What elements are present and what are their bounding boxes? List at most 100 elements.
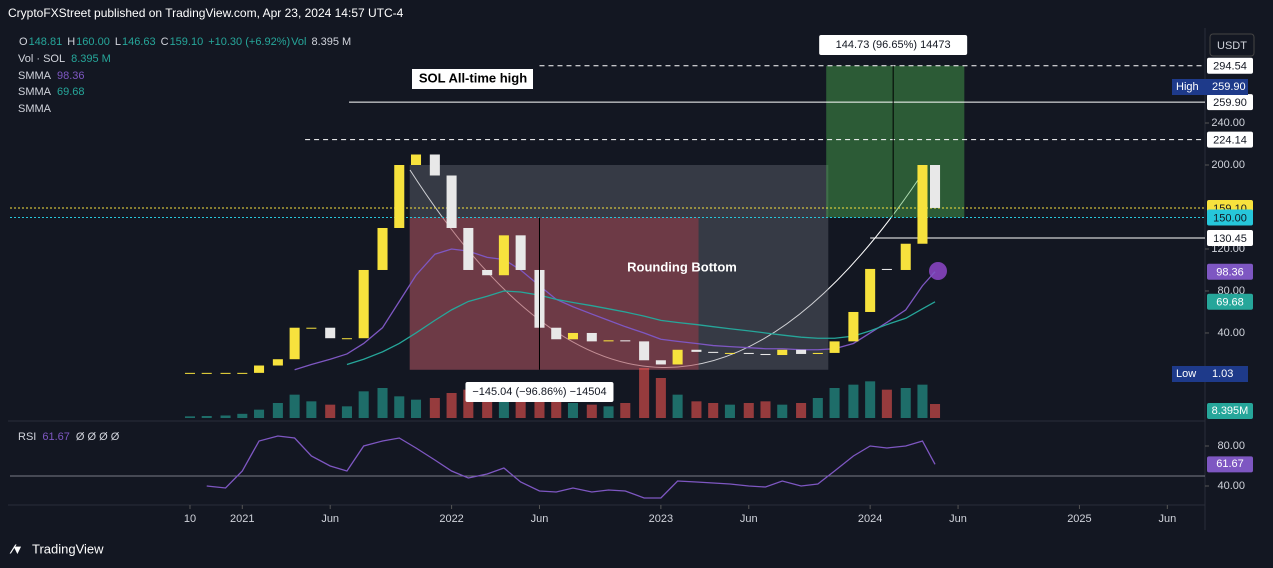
smma-label-box: [1207, 293, 1253, 310]
volume-bar: [358, 391, 369, 418]
annotation: SOL All-time high: [419, 70, 527, 85]
candle: [220, 372, 231, 374]
volume-bar: [848, 384, 859, 418]
candle: [463, 227, 474, 270]
volume-bar: [220, 415, 231, 418]
measure-box: [819, 35, 968, 55]
volume-bar: [237, 413, 248, 418]
legend-value: 98.36: [57, 70, 85, 82]
candle: [760, 353, 771, 356]
level-label-box: [1207, 94, 1253, 111]
volume-bar: [917, 384, 928, 418]
volume-bar: [446, 393, 457, 418]
level-label-box: [1207, 230, 1253, 247]
quote-item: H: [67, 36, 75, 48]
candle: [498, 235, 509, 276]
quote-item: 148.81: [29, 36, 63, 48]
level-label: 130.45: [1213, 233, 1247, 245]
volume-bar: [586, 404, 597, 418]
level-label: 294.54: [1213, 61, 1247, 73]
volume-label: 8.395M: [1212, 405, 1249, 417]
quote-item: Vol: [291, 36, 306, 48]
candle: [848, 311, 859, 342]
publisher: CryptoFXStreet published on TradingView.…: [8, 6, 404, 20]
level-label-box: [1207, 57, 1253, 74]
low-box: [1172, 366, 1248, 382]
volume-bar: [930, 404, 941, 418]
legend-name: SMMA: [18, 70, 52, 82]
low-label: Low: [1176, 368, 1196, 380]
y-tick-label: 200.00: [1211, 159, 1245, 171]
low-value: 1.03: [1212, 368, 1233, 380]
high-label: High: [1176, 81, 1199, 93]
quote-item: +10.30 (+6.92%): [208, 36, 290, 48]
volume-bar: [655, 378, 666, 418]
annotation: Rounding Bottom: [627, 259, 737, 274]
candle: [620, 340, 631, 342]
candle: [724, 352, 735, 354]
candle: [567, 332, 578, 340]
candle: [917, 165, 928, 244]
quote-item: 8.395 M: [311, 36, 351, 48]
currency-box: [1209, 33, 1255, 57]
volume-bar: [708, 403, 719, 418]
smma-label-box: [1207, 263, 1253, 280]
level-label-box: [1207, 131, 1253, 148]
measure-label: −145.04 (−96.86%) −14504: [472, 386, 606, 398]
x-tick-label: Jun: [949, 513, 967, 525]
volume-bar: [394, 396, 405, 418]
candle: [237, 372, 248, 374]
candle: [829, 341, 840, 353]
volume-legend: Vol · SOL 8.395 M: [18, 53, 111, 65]
volume-bar: [900, 388, 911, 418]
volume-bar: [534, 388, 545, 418]
candle: [201, 372, 212, 374]
volume-label-box: [1207, 403, 1253, 419]
candle: [691, 349, 702, 352]
volume-bar: [463, 389, 474, 418]
legend-name: RSI: [18, 431, 36, 443]
volume-bar: [620, 403, 631, 418]
candle: [254, 365, 265, 373]
x-tick-label: 2022: [439, 513, 463, 525]
volume-bar: [881, 389, 892, 418]
volume-bar: [289, 394, 300, 418]
rsi-line: [206, 435, 936, 499]
smma-label: 98.36: [1216, 267, 1244, 279]
currency: USDT: [1217, 40, 1247, 52]
annotation-box: [412, 69, 533, 89]
volume-bar: [691, 401, 702, 418]
brand: TradingView: [32, 541, 104, 556]
quote-item: O: [19, 36, 28, 48]
candle: [272, 359, 283, 366]
level-label-box: [1207, 209, 1253, 226]
marker: [929, 262, 947, 280]
volume-bar: [639, 368, 650, 418]
legend-value: 8.395 M: [71, 53, 111, 65]
rsi-label: 61.67: [1216, 458, 1244, 470]
volume-bar: [551, 401, 562, 418]
x-tick-label: 2025: [1067, 513, 1091, 525]
candle: [655, 360, 666, 365]
x-tick-label: Jun: [740, 513, 758, 525]
candle: [551, 327, 562, 340]
volume-bar: [410, 399, 422, 418]
legend-name: SMMA: [18, 86, 52, 98]
brand-logo: ⁄▾: [9, 541, 21, 556]
level-label: 259.90: [1213, 97, 1247, 109]
rsi-legend: RSI 61.67 Ø Ø Ø Ø: [18, 431, 120, 443]
zone: [409, 165, 829, 370]
x-tick-label: Jun: [321, 513, 339, 525]
quote-item: 160.00: [76, 36, 110, 48]
quote-item: 159.10: [170, 36, 204, 48]
candle: [865, 268, 876, 312]
smma-line: [346, 290, 936, 366]
candle: [377, 227, 388, 270]
candle: [812, 352, 823, 354]
candle: [743, 352, 754, 354]
volume-bar: [796, 403, 807, 418]
x-tick-label: 2021: [230, 513, 254, 525]
candle: [410, 154, 422, 166]
